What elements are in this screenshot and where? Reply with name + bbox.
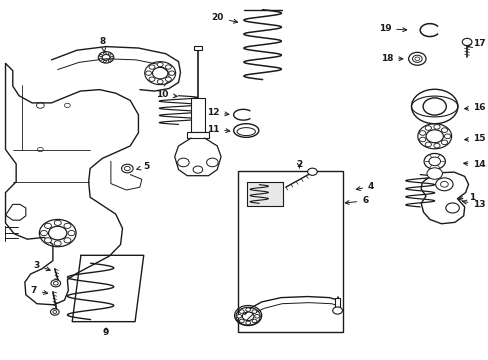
Circle shape xyxy=(157,80,163,84)
Text: 19: 19 xyxy=(378,24,406,33)
Circle shape xyxy=(425,142,430,147)
Circle shape xyxy=(426,168,442,179)
Text: 8: 8 xyxy=(100,37,106,52)
Circle shape xyxy=(419,131,425,135)
Circle shape xyxy=(51,280,61,287)
Circle shape xyxy=(157,62,163,67)
Bar xyxy=(187,132,208,138)
Circle shape xyxy=(122,164,133,173)
Circle shape xyxy=(99,54,102,57)
Bar xyxy=(237,171,342,332)
Text: 10: 10 xyxy=(156,90,177,99)
Circle shape xyxy=(165,65,171,69)
Text: 20: 20 xyxy=(211,13,237,23)
Circle shape xyxy=(99,58,102,60)
Text: 3: 3 xyxy=(33,261,50,271)
Text: 16: 16 xyxy=(464,103,485,112)
Circle shape xyxy=(245,308,250,311)
Polygon shape xyxy=(72,255,143,321)
Circle shape xyxy=(433,125,439,129)
Circle shape xyxy=(433,143,439,148)
Text: 2: 2 xyxy=(296,161,302,170)
Text: 17: 17 xyxy=(467,39,485,48)
Text: 7: 7 xyxy=(31,286,47,295)
Circle shape xyxy=(50,309,59,315)
Circle shape xyxy=(332,307,342,314)
Text: 4: 4 xyxy=(356,182,374,191)
Circle shape xyxy=(236,315,241,318)
Text: 13: 13 xyxy=(462,200,485,209)
Circle shape xyxy=(110,56,113,58)
Text: 18: 18 xyxy=(380,54,402,63)
Circle shape xyxy=(64,223,71,229)
Circle shape xyxy=(307,168,317,175)
Circle shape xyxy=(423,153,445,169)
Text: 5: 5 xyxy=(137,162,149,171)
Circle shape xyxy=(145,71,151,75)
Circle shape xyxy=(103,52,106,54)
Bar xyxy=(334,298,339,308)
Circle shape xyxy=(441,128,447,132)
Circle shape xyxy=(168,71,174,75)
Circle shape xyxy=(239,319,244,323)
Circle shape xyxy=(103,60,106,63)
Circle shape xyxy=(54,220,61,225)
Circle shape xyxy=(252,319,256,323)
Circle shape xyxy=(108,60,111,62)
Circle shape xyxy=(108,53,111,55)
Circle shape xyxy=(444,134,450,139)
Circle shape xyxy=(149,77,155,81)
Circle shape xyxy=(461,39,471,45)
Text: 11: 11 xyxy=(206,125,229,134)
Circle shape xyxy=(245,321,250,325)
Circle shape xyxy=(149,65,155,69)
Circle shape xyxy=(254,315,259,318)
Circle shape xyxy=(408,52,425,65)
Circle shape xyxy=(425,126,430,130)
Circle shape xyxy=(44,238,51,243)
Text: 12: 12 xyxy=(206,108,228,117)
Circle shape xyxy=(441,140,447,145)
Circle shape xyxy=(239,310,244,313)
Bar xyxy=(191,98,204,132)
Circle shape xyxy=(44,223,51,229)
Circle shape xyxy=(41,230,47,236)
Bar xyxy=(194,45,202,50)
Circle shape xyxy=(54,241,61,246)
Circle shape xyxy=(419,137,425,142)
Text: 6: 6 xyxy=(345,196,368,205)
Circle shape xyxy=(64,238,71,243)
Polygon shape xyxy=(246,182,283,206)
Text: 14: 14 xyxy=(463,161,485,170)
Circle shape xyxy=(165,77,171,81)
Text: 1: 1 xyxy=(458,193,474,202)
Text: 15: 15 xyxy=(464,134,485,143)
Circle shape xyxy=(252,310,256,313)
Text: 9: 9 xyxy=(102,328,109,337)
Circle shape xyxy=(68,230,75,236)
